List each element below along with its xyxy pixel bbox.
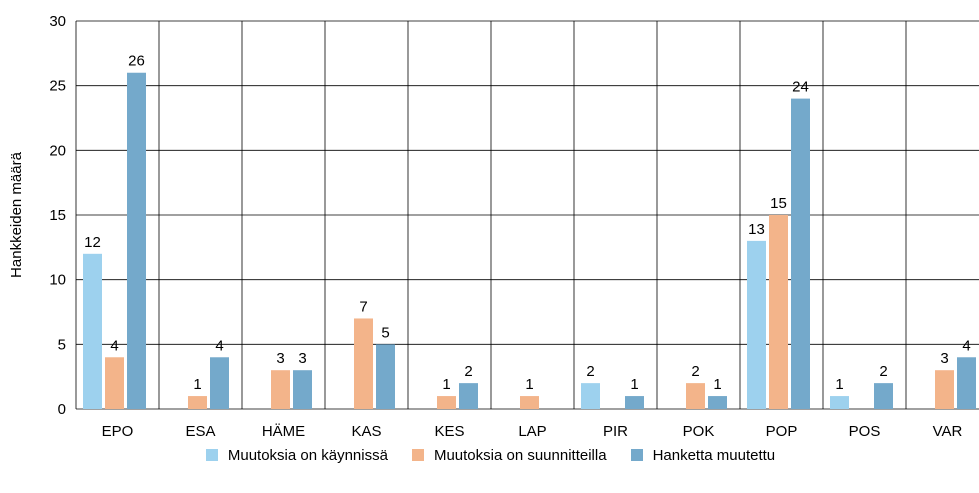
x-tick-label: PIR <box>603 423 628 440</box>
bar <box>354 318 373 409</box>
legend-label: Muutoksia on suunnitteilla <box>433 446 607 464</box>
x-tick-label: LAP <box>518 423 546 440</box>
data-label: 7 <box>359 298 367 315</box>
legend-label: Hanketta muutettu <box>652 446 776 464</box>
bar <box>459 383 478 409</box>
bar <box>708 396 727 409</box>
legend-swatch <box>630 449 643 461</box>
bar <box>686 383 705 409</box>
y-tick-label: 0 <box>58 401 66 418</box>
data-label: 2 <box>879 363 887 380</box>
data-label: 2 <box>691 363 699 380</box>
x-tick-label: VAR <box>933 423 963 440</box>
x-tick-label: POK <box>683 423 715 440</box>
bar <box>293 370 312 409</box>
y-tick-label: 20 <box>49 142 66 159</box>
data-label: 1 <box>442 376 450 393</box>
x-tick-label: POP <box>766 423 798 440</box>
data-label: 1 <box>525 376 533 393</box>
bar <box>935 370 954 409</box>
data-label: 4 <box>962 337 970 354</box>
data-label: 3 <box>298 350 306 367</box>
data-label: 3 <box>940 350 948 367</box>
data-label: 15 <box>770 195 787 212</box>
data-label: 4 <box>110 337 118 354</box>
data-label: 1 <box>630 376 638 393</box>
bar <box>437 396 456 409</box>
data-label: 24 <box>792 79 809 96</box>
data-label: 1 <box>835 376 843 393</box>
x-tick-label: KAS <box>351 423 381 440</box>
bar <box>520 396 539 409</box>
bar <box>769 215 788 409</box>
y-tick-label: 30 <box>49 13 66 30</box>
legend-label: Muutoksia on käynnissä <box>227 446 388 464</box>
bar <box>874 383 893 409</box>
legend-swatch <box>205 449 218 461</box>
y-axis-ticks: 0 5 10 15 20 25 30 <box>49 13 66 418</box>
x-axis-ticks: EPO ESA HÄME KAS KES LAP PIR POK POP POS VAR <box>102 423 963 440</box>
bar <box>105 357 124 409</box>
x-tick-label: EPO <box>102 423 134 440</box>
bar <box>376 344 395 409</box>
y-tick-label: 25 <box>49 78 66 95</box>
data-label: 12 <box>84 234 101 251</box>
x-tick-label: KES <box>434 423 464 440</box>
bar <box>83 253 102 409</box>
legend-item: Muutoksia on suunnitteilla <box>411 446 607 464</box>
bar <box>271 370 290 409</box>
bar <box>747 240 766 409</box>
data-label: 13 <box>748 221 765 238</box>
bar <box>830 396 849 409</box>
legend: Muutoksia on käynnissä Muutoksia on suunn… <box>0 443 979 467</box>
y-axis-title: Hankkeiden määrä <box>8 151 25 278</box>
bar <box>581 383 600 409</box>
legend-item: Muutoksia on käynnissä <box>205 446 388 464</box>
y-tick-label: 10 <box>49 272 66 289</box>
data-label: 5 <box>381 324 389 341</box>
legend-swatch <box>411 449 424 461</box>
x-tick-label: POS <box>849 423 881 440</box>
data-label: 1 <box>193 376 201 393</box>
bar <box>210 357 229 409</box>
bars <box>83 72 976 409</box>
data-label: 3 <box>276 350 284 367</box>
data-label: 2 <box>464 363 472 380</box>
x-tick-label: HÄME <box>262 423 305 440</box>
legend-item: Hanketta muutettu <box>630 446 776 464</box>
bar <box>791 98 810 409</box>
bar <box>957 357 976 409</box>
data-label: 1 <box>713 376 721 393</box>
bar <box>625 396 644 409</box>
data-label: 4 <box>215 337 223 354</box>
x-tick-label: ESA <box>185 423 215 440</box>
bar <box>188 396 207 409</box>
bar <box>127 72 146 409</box>
data-label: 2 <box>586 363 594 380</box>
y-tick-label: 15 <box>49 207 66 224</box>
data-label: 26 <box>128 53 145 70</box>
gridlines <box>75 20 979 410</box>
y-tick-label: 5 <box>58 336 66 353</box>
